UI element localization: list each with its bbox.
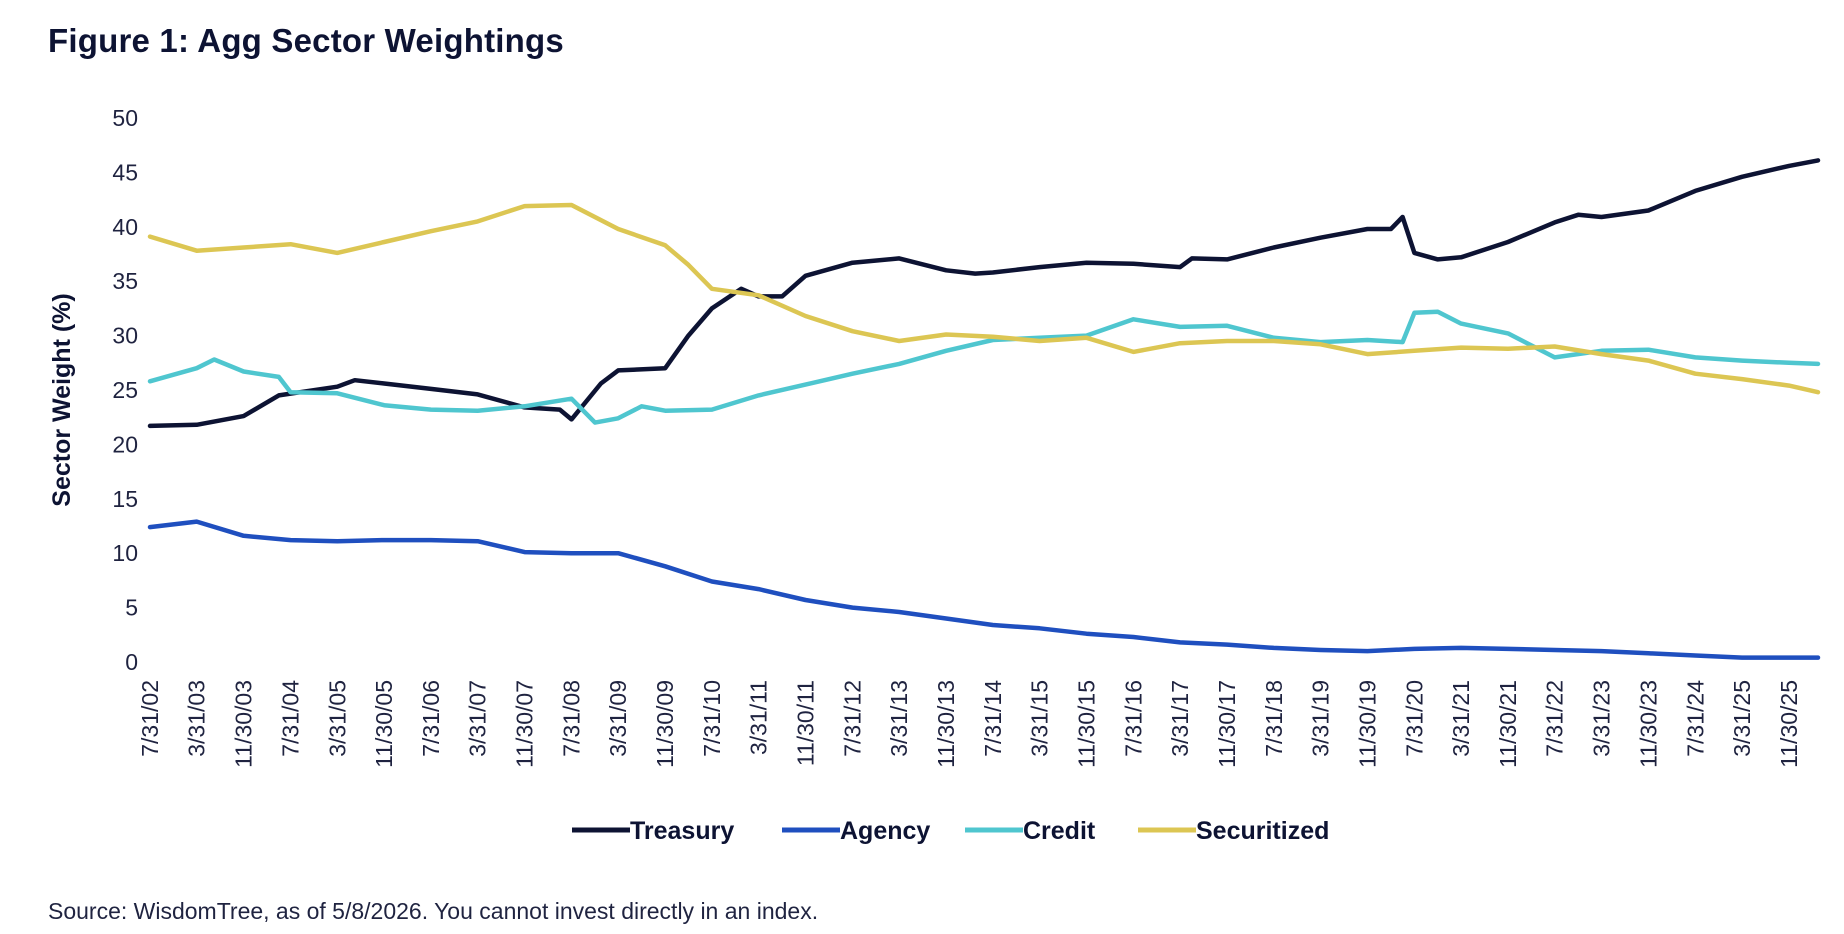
x-tick-label: 11/30/07 <box>512 680 538 768</box>
x-tick-label: 11/30/11 <box>793 680 819 766</box>
figure-title: Figure 1: Agg Sector Weightings <box>48 22 564 59</box>
x-tick-label: 3/31/07 <box>465 680 491 757</box>
source-note: Source: WisdomTree, as of 5/8/2026. You … <box>48 898 819 924</box>
x-tick-label: 7/31/08 <box>559 680 585 757</box>
x-tick-label: 11/30/15 <box>1073 680 1099 768</box>
x-tick-label: 7/31/16 <box>1120 680 1146 757</box>
legend-label: Treasury <box>630 817 734 845</box>
y-tick-label: 10 <box>112 540 138 566</box>
x-tick-label: 3/31/23 <box>1588 680 1614 757</box>
y-axis-label: Sector Weight (%) <box>48 293 76 506</box>
y-axis-ticks: 0 5 10 15 20 25 30 35 40 45 50 <box>112 105 138 675</box>
x-tick-label: 11/30/05 <box>371 680 397 768</box>
x-tick-label: 11/30/25 <box>1776 680 1802 768</box>
legend-label: Agency <box>840 817 930 845</box>
legend: Treasury Agency Credit Securitized <box>572 817 1329 845</box>
series-lines <box>147 158 1821 660</box>
y-tick-label: 30 <box>112 323 138 349</box>
y-tick-label: 50 <box>112 105 138 131</box>
x-tick-label: 3/31/09 <box>605 680 631 757</box>
y-tick-label: 25 <box>112 377 138 403</box>
x-tick-label: 3/31/05 <box>324 680 350 757</box>
x-tick-label: 11/30/23 <box>1635 680 1661 768</box>
x-tick-label: 7/31/10 <box>699 680 725 757</box>
legend-label: Securitized <box>1196 817 1329 845</box>
x-tick-label: 3/31/15 <box>1027 680 1053 757</box>
series-line-agency <box>147 519 1821 660</box>
x-tick-label: 11/30/13 <box>933 680 959 768</box>
x-tick-label: 3/31/17 <box>1167 680 1193 757</box>
x-tick-label: 3/31/03 <box>184 680 210 757</box>
series-line-treasury <box>147 158 1821 429</box>
x-tick-label: 11/30/21 <box>1495 680 1521 768</box>
series-line-credit <box>147 309 1821 425</box>
x-tick-label: 11/30/03 <box>231 680 257 768</box>
x-tick-label: 7/31/04 <box>278 680 304 757</box>
x-tick-label: 7/31/14 <box>980 680 1006 757</box>
x-tick-label: 3/31/11 <box>746 680 772 755</box>
x-tick-label: 7/31/06 <box>418 680 444 757</box>
y-tick-label: 5 <box>125 595 138 621</box>
x-tick-label: 3/31/21 <box>1448 680 1474 757</box>
x-tick-label: 7/31/20 <box>1401 680 1427 757</box>
y-tick-label: 45 <box>112 159 138 185</box>
x-tick-label: 11/30/19 <box>1354 680 1380 768</box>
x-tick-label: 7/31/18 <box>1261 680 1287 757</box>
y-tick-label: 40 <box>112 214 138 240</box>
y-tick-label: 15 <box>112 486 138 512</box>
y-tick-label: 0 <box>125 649 138 675</box>
legend-label: Credit <box>1023 817 1096 845</box>
x-tick-label: 7/31/22 <box>1542 680 1568 757</box>
x-tick-label: 3/31/19 <box>1308 680 1334 757</box>
y-tick-label: 20 <box>112 431 138 457</box>
line-chart: 0 5 10 15 20 25 30 35 40 45 50 Sector Weight (%) 7… <box>48 105 1821 845</box>
x-tick-label: 3/31/13 <box>886 680 912 757</box>
x-tick-label: 7/31/12 <box>839 680 865 757</box>
x-axis-ticks: 7/31/02 3/31/03 11/30/03 7/31/04 3/31/05 11/3… <box>137 680 1802 768</box>
y-tick-label: 35 <box>112 268 138 294</box>
series-line-securitized <box>147 202 1821 395</box>
x-tick-label: 11/30/09 <box>652 680 678 768</box>
x-tick-label: 7/31/24 <box>1682 680 1708 757</box>
x-tick-label: 11/30/17 <box>1214 680 1240 768</box>
x-tick-label: 7/31/02 <box>137 680 163 757</box>
x-tick-label: 3/31/25 <box>1729 680 1755 757</box>
